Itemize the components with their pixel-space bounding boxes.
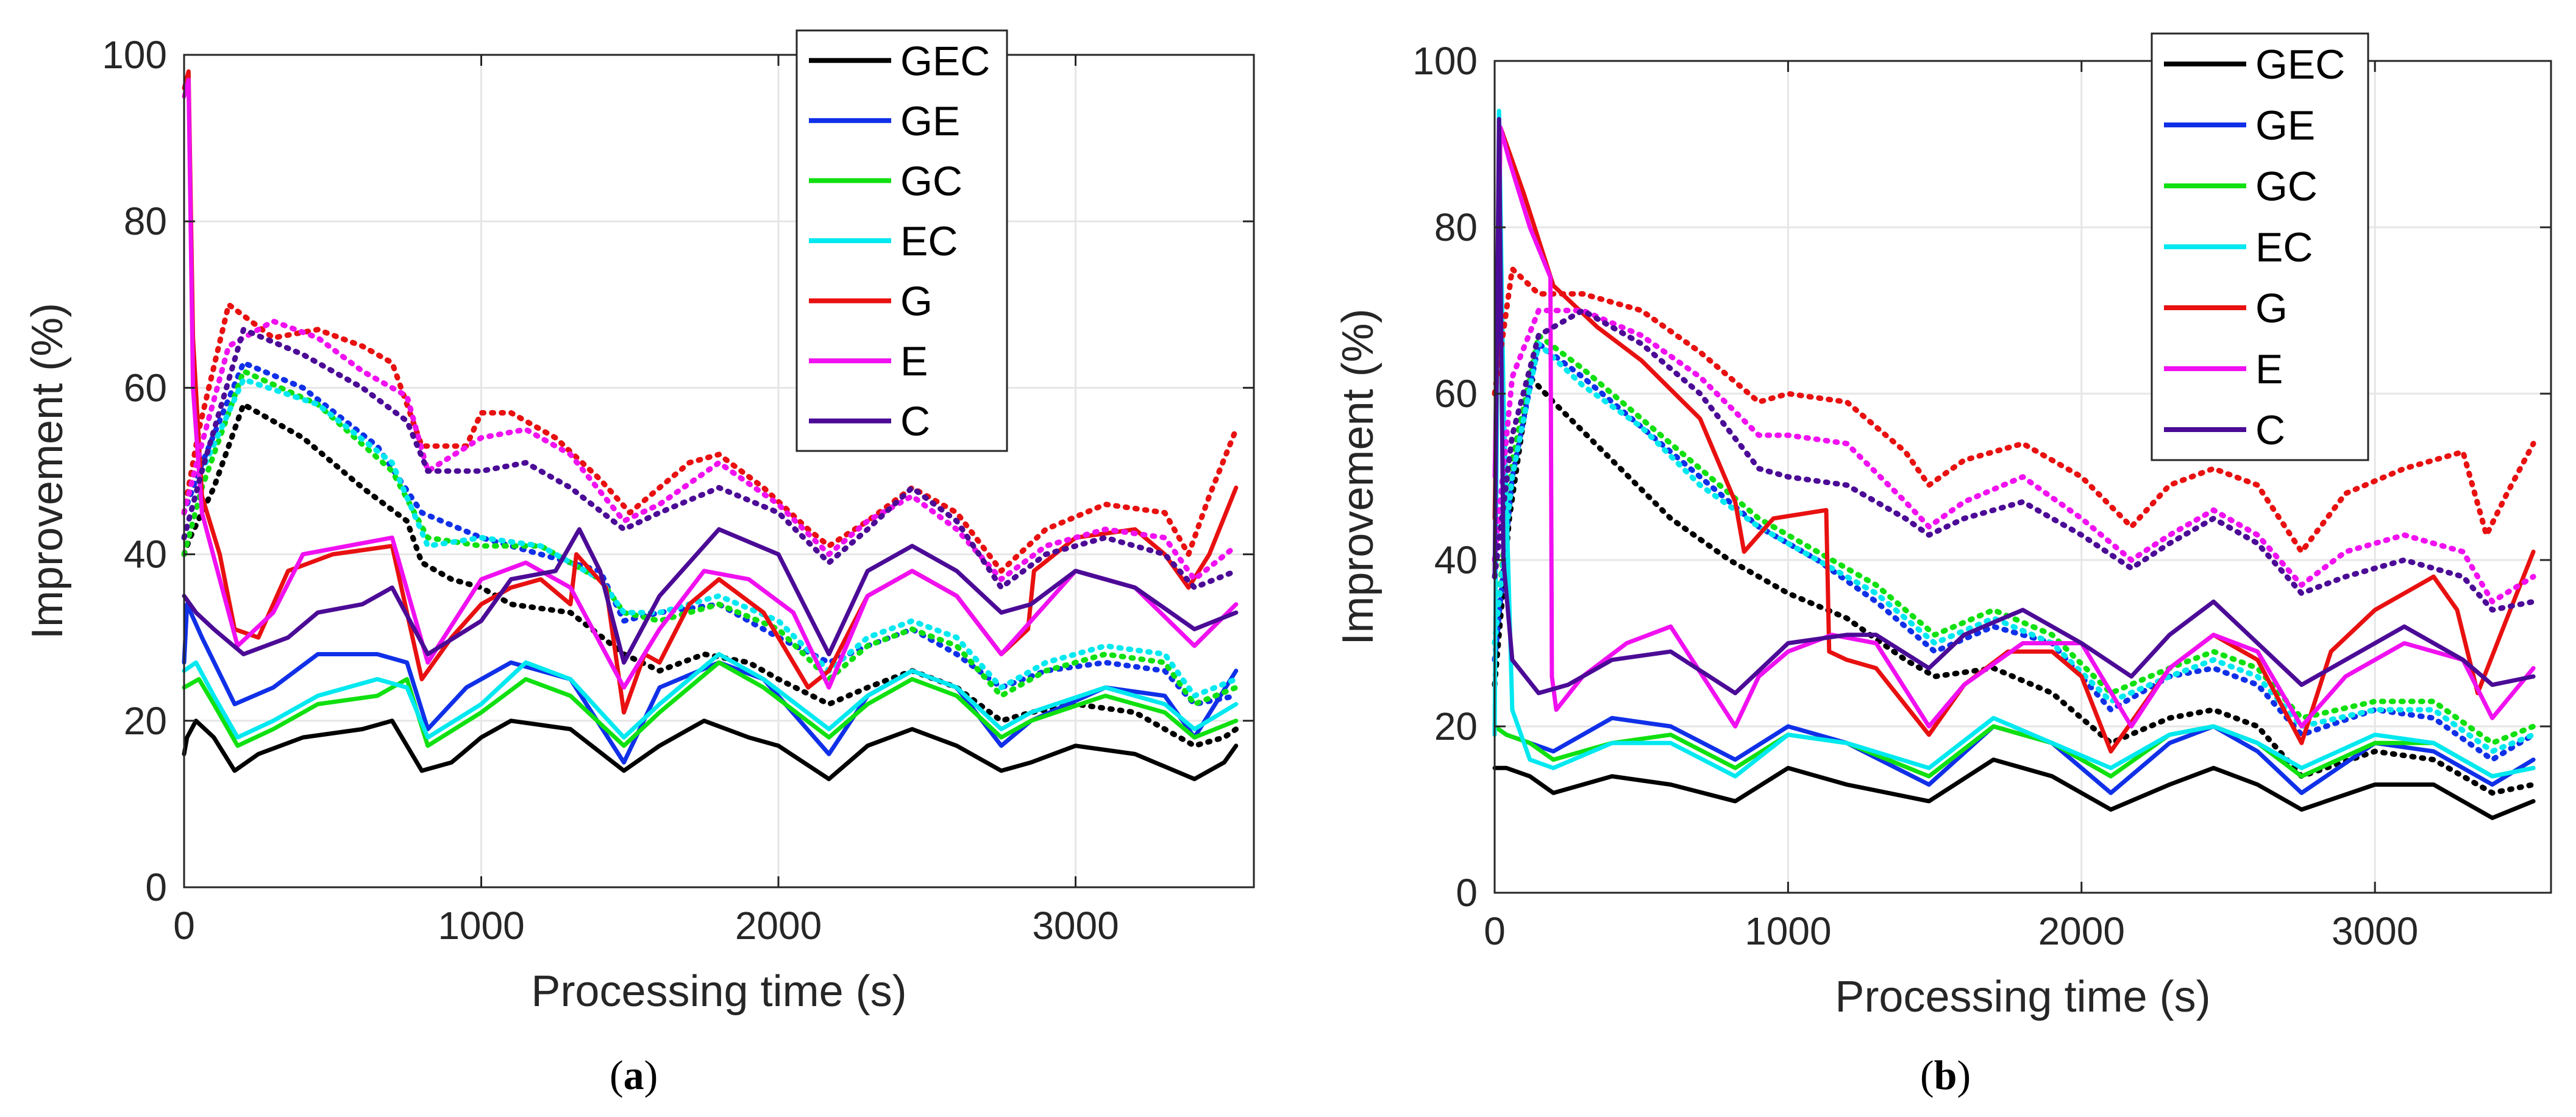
panel-b-series-e-dotted [1492, 308, 2536, 605]
legend-label-gec: GEC [2255, 41, 2345, 88]
panel-a-y-axis-label: Improvement (%) [23, 303, 72, 639]
panel-b-series-gc-dotted [1492, 332, 2536, 746]
panel-b-series-e [1492, 125, 2536, 729]
panel-b-series-ec [1492, 108, 2536, 779]
panel-a-ytick-label: 80 [124, 199, 167, 243]
panel-b-series-gec [1492, 757, 2536, 820]
panel-b-chart: 0 1000 2000 3000 0 20 40 60 80 100 Processing time… [1334, 32, 2552, 1021]
panel-b-series-gc [1492, 724, 2536, 779]
panel-a-series-ec [182, 652, 1239, 740]
panel-a-series-e [182, 77, 1239, 690]
panel-b-series-c [1492, 117, 2536, 695]
panel-b-xtick-label: 0 [1484, 909, 1506, 953]
panel-b-ytick-label: 20 [1434, 704, 1478, 748]
panel-a-xtick-label: 3000 [1032, 904, 1119, 948]
legend-label-ge: GE [900, 98, 960, 144]
panel-b-xtick-label: 2000 [2038, 909, 2125, 953]
panel-a-series-c-dotted [181, 327, 1239, 590]
panel-b-ytick-label: 40 [1434, 538, 1478, 582]
panel-a-series-ec-dotted [181, 377, 1239, 699]
panel-b-x-axis-label: Processing time (s) [1835, 973, 2210, 1021]
panel-a-series-gc-dotted [181, 368, 1239, 707]
legend-label-ec: EC [2255, 224, 2313, 271]
legend-label-g: G [2255, 285, 2288, 332]
panel-a-series-ge [182, 602, 1239, 765]
panel-a-series-g [182, 69, 1239, 715]
panel-a-ytick-label: 100 [102, 33, 167, 77]
panel-b-series-gec-dotted [1492, 374, 2536, 796]
panel-a-ytick-label: 20 [124, 699, 167, 743]
panel-a-axes-box [183, 54, 1255, 888]
legend-label-c: C [900, 399, 930, 445]
panel-b-series-c-dotted [1492, 308, 2536, 613]
legend-label-gc: GC [2255, 163, 2318, 210]
panel-a-label: (a) [610, 1052, 658, 1098]
panel-a-series-e-dotted [181, 318, 1239, 583]
panel-a-xtick-label: 0 [173, 904, 195, 948]
panel-b-series-g [1492, 125, 2536, 754]
panel-b-series-ge-dotted [1492, 341, 2536, 763]
panel-b-ytick-label: 80 [1434, 205, 1478, 249]
legend-label-e: E [900, 338, 928, 385]
panel-a-series-g-dotted [181, 302, 1239, 574]
panel-a-xtick-label: 2000 [735, 904, 822, 948]
panel-a-series-gc [182, 660, 1239, 748]
legend-label-gc: GC [900, 158, 962, 204]
panel-a-xtick-label: 1000 [438, 904, 524, 948]
panel-a-chart: 0 1000 2000 3000 0 20 40 60 80 100 Processing time… [23, 29, 1255, 1016]
panel-a-series-c [182, 527, 1239, 665]
panel-a-series-gec-dotted [181, 402, 1239, 749]
legend-label-ec: EC [900, 218, 958, 264]
panel-b-label: (b) [1920, 1052, 1971, 1098]
panel-a-ytick-label: 40 [124, 533, 167, 576]
panel-b-y-axis-label: Improvement (%) [1334, 308, 1382, 645]
panel-b-ytick-label: 60 [1434, 372, 1478, 416]
panel-b-axes-box [1493, 60, 2552, 894]
panel-b-ytick-label: 0 [1456, 871, 1478, 915]
legend-label-ge: GE [2255, 102, 2315, 149]
legend-label-gec: GEC [900, 38, 990, 84]
panel-a-ytick-label: 0 [145, 865, 167, 909]
panel-b-xtick-label: 3000 [2332, 909, 2418, 953]
panel-b-series-ec-dotted [1492, 341, 2536, 754]
legend-label-e: E [2255, 346, 2283, 392]
legend-label-g: G [900, 278, 933, 325]
panel-b-series-g-dotted [1492, 266, 2536, 555]
panel-a-ytick-label: 60 [124, 366, 167, 410]
legend-label-c: C [2255, 407, 2285, 453]
panel-a-x-axis-label: Processing time (s) [531, 967, 906, 1016]
panel-b-ytick-label: 100 [1412, 39, 1478, 83]
panel-a-series-gec [182, 718, 1239, 781]
panel-b-xtick-label: 1000 [1745, 909, 1831, 953]
